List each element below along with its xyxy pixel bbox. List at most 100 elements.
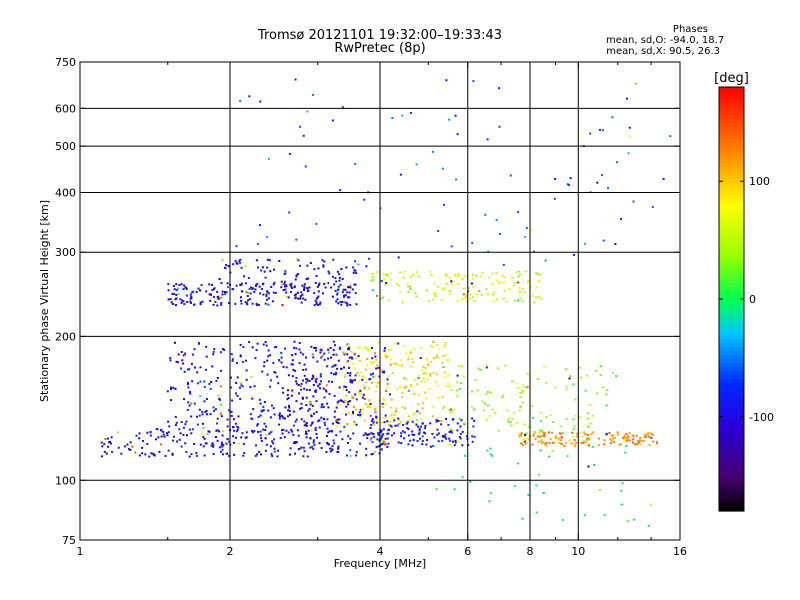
phase-stats-o: mean, sd,O: -94.0, 18.7 bbox=[606, 35, 725, 46]
data-point-1-365 bbox=[170, 399, 172, 402]
data-point-2-227 bbox=[339, 283, 342, 286]
data-point-5-156 bbox=[421, 407, 424, 410]
data-point-2-226 bbox=[323, 283, 326, 285]
data-point-8-88 bbox=[609, 442, 612, 445]
data-point-5-112 bbox=[345, 394, 348, 397]
data-point-5-187 bbox=[440, 420, 443, 422]
data-point-5-53 bbox=[383, 399, 386, 402]
colorbar-segment-96 bbox=[719, 471, 744, 476]
data-point-8-126 bbox=[588, 437, 591, 440]
data-point-3-68 bbox=[283, 280, 286, 283]
data-point-0-71 bbox=[212, 443, 215, 446]
data-point-1-199 bbox=[294, 369, 297, 372]
data-point-0-104 bbox=[221, 453, 224, 456]
data-point-11-20 bbox=[486, 449, 489, 452]
data-point-3-84 bbox=[247, 277, 250, 279]
data-point-5-174 bbox=[405, 385, 408, 388]
data-point-4-85 bbox=[369, 373, 372, 376]
data-point-5-213 bbox=[392, 362, 395, 365]
data-point-1-293 bbox=[348, 391, 351, 394]
data-point-7-112 bbox=[536, 273, 539, 276]
data-point-1-337 bbox=[291, 430, 294, 433]
data-point-9-103 bbox=[482, 409, 485, 412]
colorbar-segment-8 bbox=[719, 119, 744, 124]
data-point-1-231 bbox=[343, 385, 346, 388]
data-point-6-72 bbox=[371, 441, 374, 444]
colorbar-segment-100 bbox=[719, 487, 744, 492]
data-point-6-41 bbox=[449, 439, 451, 442]
data-point-5-130 bbox=[377, 381, 380, 384]
data-point-5-87 bbox=[367, 404, 370, 406]
data-point-9-105 bbox=[451, 410, 454, 413]
data-point-1-165 bbox=[348, 348, 351, 351]
data-point-0-256 bbox=[176, 440, 179, 443]
data-point-0-90 bbox=[347, 435, 350, 438]
data-point-3-39 bbox=[297, 259, 300, 262]
data-point-10-14 bbox=[607, 187, 609, 190]
data-point-7-13 bbox=[524, 270, 527, 273]
data-point-8-6 bbox=[534, 431, 537, 434]
data-point-8-27 bbox=[639, 443, 642, 446]
data-point-8-16 bbox=[648, 443, 651, 446]
data-point-6-24 bbox=[418, 433, 420, 435]
data-point-10-40 bbox=[259, 100, 262, 103]
data-point-7-9 bbox=[397, 284, 400, 287]
data-point-6-139 bbox=[473, 419, 476, 422]
data-point-1-326 bbox=[303, 387, 306, 390]
data-point-1-95 bbox=[327, 348, 330, 351]
data-point-7-73 bbox=[408, 285, 411, 288]
data-point-5-61 bbox=[358, 380, 361, 383]
data-point-1-132 bbox=[264, 341, 267, 343]
data-point-9-36 bbox=[518, 409, 521, 412]
data-point-5-22 bbox=[432, 357, 435, 360]
data-point-1-72 bbox=[307, 429, 310, 432]
data-point-7-1 bbox=[539, 298, 542, 300]
data-point-8-128 bbox=[652, 440, 655, 443]
colorbar-segment-75 bbox=[719, 387, 744, 392]
data-point-7-113 bbox=[450, 280, 453, 283]
colorbar-segment-10 bbox=[719, 127, 744, 132]
data-point-2-92 bbox=[299, 297, 302, 300]
data-point-6-78 bbox=[370, 437, 373, 440]
data-point-6-117 bbox=[377, 431, 380, 434]
data-point-2-13 bbox=[221, 290, 224, 293]
data-point-8-4 bbox=[626, 438, 629, 441]
colorbar-segment-36 bbox=[719, 231, 744, 236]
data-point-11-7 bbox=[435, 488, 438, 490]
data-point-1-117 bbox=[295, 376, 298, 379]
data-point-11-31 bbox=[592, 445, 595, 448]
data-point-5-83 bbox=[375, 358, 378, 361]
data-point-1-64 bbox=[315, 400, 318, 403]
data-point-4-103 bbox=[359, 414, 362, 416]
data-point-2-7 bbox=[301, 284, 304, 287]
data-point-2-15 bbox=[317, 284, 320, 286]
data-point-7-129 bbox=[428, 300, 431, 303]
phase-stats-heading: Phases bbox=[672, 24, 708, 35]
data-point-1-215 bbox=[242, 346, 245, 348]
data-point-1-30 bbox=[270, 404, 273, 407]
data-point-6-125 bbox=[437, 419, 440, 422]
data-point-7-39 bbox=[401, 300, 404, 303]
data-point-11-14 bbox=[535, 511, 538, 514]
data-point-8-25 bbox=[543, 435, 546, 438]
data-point-2-194 bbox=[307, 290, 309, 292]
data-point-10-79 bbox=[415, 163, 418, 166]
data-point-7-42 bbox=[461, 297, 464, 300]
data-point-9-116 bbox=[595, 369, 597, 372]
data-point-0-88 bbox=[292, 433, 295, 436]
data-point-2-69 bbox=[301, 293, 304, 296]
data-point-10-61 bbox=[614, 243, 617, 246]
data-point-1-335 bbox=[304, 368, 307, 371]
data-point-0-232 bbox=[337, 445, 340, 448]
data-point-4-21 bbox=[284, 406, 287, 409]
data-point-7-18 bbox=[485, 288, 488, 291]
data-point-3-31 bbox=[281, 283, 284, 286]
data-point-8-135 bbox=[558, 442, 561, 444]
data-point-5-204 bbox=[365, 381, 367, 384]
data-point-1-23 bbox=[191, 353, 194, 356]
data-point-7-65 bbox=[533, 301, 536, 304]
data-point-9-67 bbox=[599, 374, 602, 377]
data-point-4-29 bbox=[383, 349, 386, 352]
data-point-1-208 bbox=[301, 396, 304, 399]
